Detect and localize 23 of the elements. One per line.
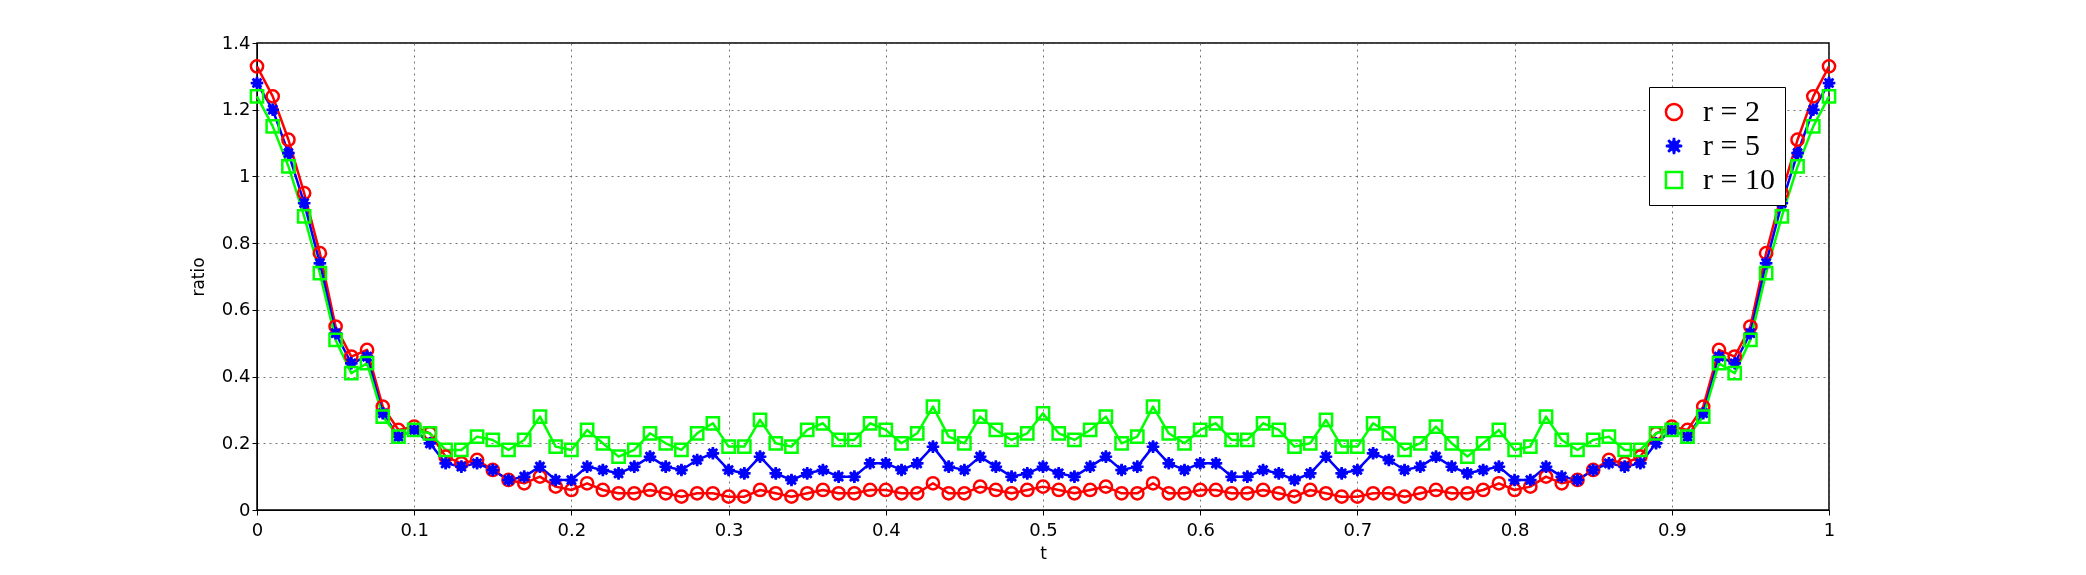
y-tick-label: 1: [239, 164, 251, 186]
x-tick-label: 0.4: [871, 518, 901, 540]
legend-label: r = 2: [1703, 94, 1760, 127]
y-tick-label: 0.4: [221, 365, 251, 387]
x-tick-label: 0.2: [557, 518, 587, 540]
legend-label: r = 10: [1703, 162, 1775, 195]
x-axis-title: t: [1040, 542, 1048, 563]
y-tick-label: 0.8: [221, 231, 251, 253]
x-tick-label: 0.5: [1029, 518, 1058, 540]
x-tick-label: 0.3: [714, 518, 744, 540]
y-tick-label: 1.4: [221, 31, 251, 53]
legend-label: r = 5: [1703, 128, 1760, 161]
x-tick-label: 1: [1823, 518, 1836, 540]
x-tick-label: 0.9: [1657, 518, 1687, 540]
x-tick-label: 0.6: [1186, 518, 1216, 540]
y-tick-label: 0: [239, 498, 251, 520]
x-tick-label: 0.7: [1343, 518, 1373, 540]
y-tick-label: 1.2: [221, 98, 251, 120]
x-tick-label: 0.1: [400, 518, 430, 540]
y-tick-label: 0.2: [221, 431, 251, 453]
x-tick-label: 0.8: [1500, 518, 1530, 540]
y-tick-label: 0.6: [221, 298, 251, 320]
y-axis-title: ratio: [187, 257, 208, 297]
